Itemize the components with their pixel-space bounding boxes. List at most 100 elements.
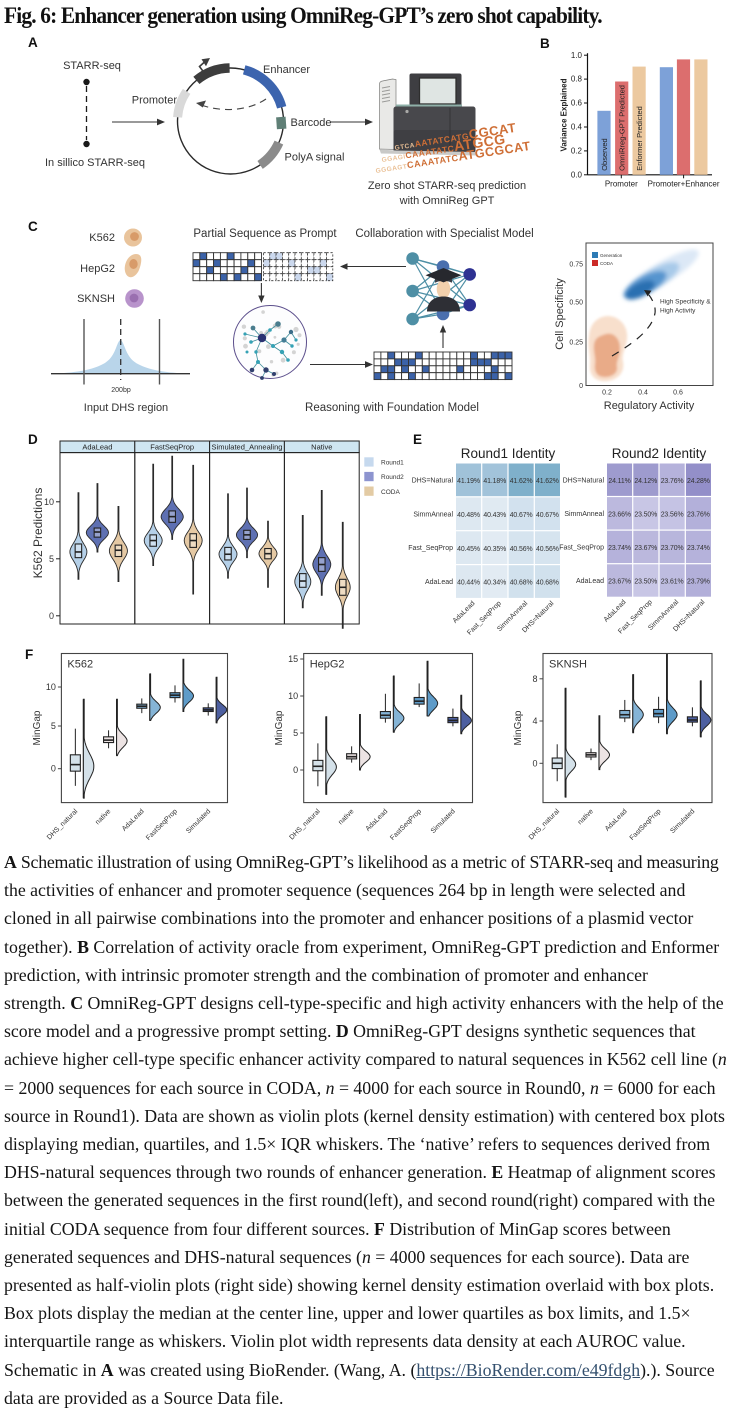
svg-text:0: 0 <box>293 765 298 775</box>
svg-text:E: E <box>413 432 422 447</box>
svg-text:0.6: 0.6 <box>571 99 583 108</box>
svg-text:40.48%: 40.48% <box>457 512 480 519</box>
svg-text:Collaboration with Specialist: Collaboration with Specialist Model <box>355 228 533 240</box>
svg-text:K562 Predictions: K562 Predictions <box>31 488 45 579</box>
svg-text:40.56%: 40.56% <box>510 546 533 553</box>
svg-text:FastSeqProp: FastSeqProp <box>389 808 423 842</box>
svg-text:In sillico STARR-seq: In sillico STARR-seq <box>45 157 145 169</box>
svg-text:0.4: 0.4 <box>571 123 583 132</box>
svg-text:24.11%: 24.11% <box>608 478 630 485</box>
svg-text:Fast_SeqProp: Fast_SeqProp <box>559 545 604 552</box>
svg-text:Reasoning with Foundation Mode: Reasoning with Foundation Model <box>305 402 479 414</box>
svg-text:0.2: 0.2 <box>602 390 612 397</box>
svg-text:K562: K562 <box>67 659 93 671</box>
svg-text:CODA: CODA <box>381 489 400 496</box>
svg-text:23.56%: 23.56% <box>661 511 684 518</box>
svg-text:Cell Specificity: Cell Specificity <box>554 278 566 350</box>
svg-text:MinGap: MinGap <box>32 710 43 745</box>
svg-text:FastSeqProp: FastSeqProp <box>145 808 179 842</box>
svg-text:23.70%: 23.70% <box>661 545 684 552</box>
svg-text:41.18%: 41.18% <box>483 478 506 485</box>
svg-text:10: 10 <box>44 497 54 507</box>
svg-text:AdaLead: AdaLead <box>452 600 477 625</box>
svg-text:23.67%: 23.67% <box>634 545 657 552</box>
svg-text:40.56%: 40.56% <box>536 546 559 553</box>
svg-text:Round2 Identity: Round2 Identity <box>612 446 707 461</box>
svg-text:Round2: Round2 <box>381 474 404 481</box>
svg-text:High Specificity &: High Specificity & <box>660 299 711 306</box>
svg-text:Fast_SeqProp: Fast_SeqProp <box>408 545 453 552</box>
svg-text:40.68%: 40.68% <box>536 580 559 587</box>
svg-text:Simulated: Simulated <box>430 808 457 835</box>
svg-text:40.43%: 40.43% <box>483 512 506 519</box>
svg-text:23.61%: 23.61% <box>661 579 684 586</box>
svg-text:HepG2: HepG2 <box>310 659 345 671</box>
svg-text:MinGap: MinGap <box>513 710 524 745</box>
svg-text:Variance Explained: Variance Explained <box>560 78 569 151</box>
svg-text:K562: K562 <box>89 232 115 244</box>
svg-text:0.25: 0.25 <box>569 340 583 347</box>
svg-text:FastSeqProp: FastSeqProp <box>150 442 194 451</box>
svg-text:23.79%: 23.79% <box>687 579 710 586</box>
svg-text:with OmniReg GPT: with OmniReg GPT <box>399 195 495 207</box>
svg-text:High Activity: High Activity <box>660 308 696 315</box>
svg-text:Promoter: Promoter <box>605 179 638 188</box>
svg-text:41.62%: 41.62% <box>536 478 559 485</box>
svg-text:Simulated: Simulated <box>669 808 696 835</box>
svg-text:A: A <box>28 35 38 50</box>
svg-text:Promoter+Enhancer: Promoter+Enhancer <box>648 179 720 188</box>
svg-text:B: B <box>540 36 550 51</box>
svg-text:DHS_natural: DHS_natural <box>289 808 323 842</box>
svg-text:SKNSH: SKNSH <box>549 659 587 671</box>
svg-text:DHS=Natural: DHS=Natural <box>412 477 454 484</box>
svg-text:Promoter: Promoter <box>132 95 178 107</box>
svg-text:0: 0 <box>51 764 56 774</box>
svg-text:23.74%: 23.74% <box>687 545 710 552</box>
svg-text:40.68%: 40.68% <box>510 580 533 587</box>
svg-text:Generation: Generation <box>600 253 623 258</box>
svg-text:Simulated_Annealing: Simulated_Annealing <box>212 442 283 451</box>
svg-text:40.34%: 40.34% <box>483 580 506 587</box>
svg-text:23.76%: 23.76% <box>687 511 710 518</box>
svg-text:SimmAnneal: SimmAnneal <box>413 511 453 518</box>
svg-text:8: 8 <box>532 674 537 684</box>
svg-text:Round1: Round1 <box>381 460 404 467</box>
svg-text:15: 15 <box>288 654 298 664</box>
svg-text:0.75: 0.75 <box>569 262 583 269</box>
svg-text:CODA: CODA <box>600 261 613 266</box>
svg-text:Native: Native <box>311 442 332 451</box>
svg-text:23.67%: 23.67% <box>608 579 631 586</box>
svg-text:native: native <box>337 808 355 826</box>
svg-text:40.45%: 40.45% <box>457 546 480 553</box>
svg-text:native: native <box>94 808 112 826</box>
svg-text:FastSeqProp: FastSeqProp <box>629 808 663 842</box>
svg-text:Input DHS region: Input DHS region <box>84 402 168 414</box>
svg-text:40.44%: 40.44% <box>457 580 480 587</box>
svg-text:SKNSH: SKNSH <box>77 293 115 305</box>
svg-text:native: native <box>577 808 595 826</box>
svg-text:23.66%: 23.66% <box>608 511 631 518</box>
svg-text:Barcode: Barcode <box>291 117 332 129</box>
svg-text:24.12%: 24.12% <box>634 478 657 485</box>
svg-text:AdaLead: AdaLead <box>604 808 629 833</box>
svg-text:5: 5 <box>51 721 56 731</box>
svg-text:0.50: 0.50 <box>569 300 583 307</box>
svg-text:Regulatory Activity: Regulatory Activity <box>604 400 695 412</box>
svg-text:Observed: Observed <box>600 138 609 171</box>
svg-text:40.35%: 40.35% <box>483 546 506 553</box>
svg-text:DHS_natural: DHS_natural <box>528 808 562 842</box>
svg-text:Zero shot STARR-seq prediction: Zero shot STARR-seq prediction <box>368 180 526 192</box>
svg-text:23.76%: 23.76% <box>661 478 684 485</box>
svg-text:0.6: 0.6 <box>673 390 683 397</box>
svg-text:PolyA signal: PolyA signal <box>285 152 345 164</box>
svg-text:AdaLead: AdaLead <box>365 808 390 833</box>
svg-text:5: 5 <box>293 728 298 738</box>
svg-text:40.67%: 40.67% <box>510 512 533 519</box>
svg-text:24.28%: 24.28% <box>687 478 710 485</box>
svg-text:0: 0 <box>579 383 583 390</box>
svg-text:Enhancer: Enhancer <box>263 64 310 76</box>
svg-text:DHS_natural: DHS_natural <box>46 808 80 842</box>
svg-text:41.19%: 41.19% <box>457 478 480 485</box>
svg-text:0.0: 0.0 <box>571 170 583 179</box>
svg-text:5: 5 <box>49 554 54 564</box>
